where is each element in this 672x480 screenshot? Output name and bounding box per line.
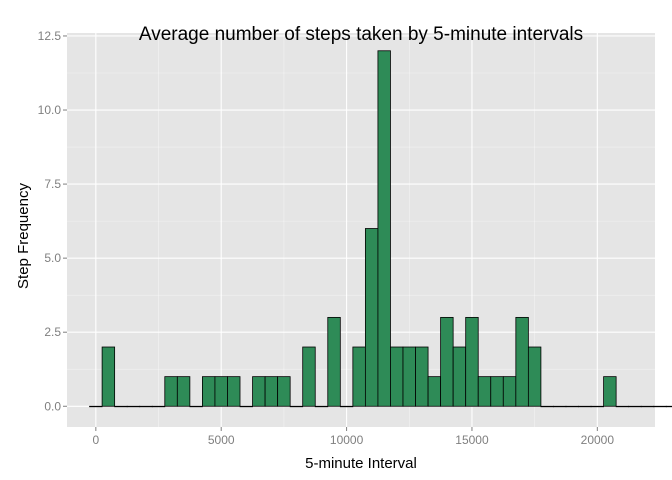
chart-title: Average number of steps taken by 5-minut…: [139, 24, 583, 45]
x-tick-label: 0: [92, 433, 99, 447]
histogram-bar: [176, 376, 191, 407]
y-tick-label: 7.5: [44, 177, 61, 191]
histogram-bar: [227, 376, 241, 407]
x-tick-label: 5000: [208, 433, 235, 447]
histogram-bar: [214, 376, 228, 407]
histogram-bar: [527, 346, 542, 407]
histogram-bar: [377, 50, 391, 407]
histogram-bar: [114, 405, 128, 408]
histogram-bar: [289, 405, 304, 408]
histogram-bar: [502, 376, 517, 407]
histogram-bar: [101, 346, 116, 407]
y-axis-ticks: [63, 35, 67, 407]
histogram-bar: [578, 405, 592, 408]
x-tick-label: 20000: [581, 433, 615, 447]
histogram-bar: [590, 405, 604, 408]
x-tick-label: 10000: [330, 433, 364, 447]
histogram-bar: [427, 376, 442, 407]
histogram-bar: [540, 405, 554, 408]
histogram-bar: [202, 376, 216, 407]
histogram-bar: [390, 346, 404, 407]
histogram-bar: [628, 405, 642, 408]
histogram-bar: [553, 405, 567, 408]
histogram-bar: [89, 405, 103, 408]
y-axis-tick-labels: 0.0 2.5 5.0 7.5 10.0 12.5: [38, 29, 62, 413]
y-axis-title: Step Frequency: [15, 183, 32, 289]
histogram-bar: [302, 346, 316, 407]
histogram-bar: [402, 346, 416, 407]
y-tick-label: 5.0: [44, 251, 61, 265]
histogram-bar: [665, 405, 672, 408]
histogram-bar: [264, 376, 279, 407]
histogram-bar: [139, 405, 153, 408]
histogram-bar: [126, 405, 141, 408]
histogram-bar: [490, 376, 504, 407]
histogram-bar: [603, 376, 617, 407]
histogram-bar: [151, 405, 166, 408]
histogram-bar: [452, 346, 467, 407]
x-axis-tick-labels: 0 5000 10000 15000 20000: [92, 433, 614, 447]
histogram-bar: [640, 405, 655, 408]
histogram-bar: [477, 376, 492, 407]
histogram-bar: [277, 376, 291, 407]
x-axis-title: 5-minute Interval: [305, 455, 417, 472]
histogram-bar: [615, 405, 630, 408]
y-tick-label: 0.0: [44, 399, 61, 413]
x-tick-label: 15000: [455, 433, 489, 447]
histogram-bar: [189, 405, 203, 408]
histogram-bar: [239, 405, 253, 408]
histogram-bar: [339, 405, 354, 408]
x-axis-ticks: [95, 427, 598, 431]
histogram-bar: [415, 346, 429, 407]
histogram-bars: [89, 50, 672, 408]
minor-gridlines: [67, 33, 655, 427]
histogram-bar: [314, 405, 329, 408]
histogram-bar: [327, 316, 341, 407]
histogram-bar: [364, 228, 379, 407]
histogram-bar: [352, 346, 366, 407]
histogram-bar: [515, 316, 529, 407]
histogram-bar: [440, 316, 454, 407]
y-tick-label: 12.5: [38, 29, 62, 43]
y-tick-label: 2.5: [44, 325, 61, 339]
histogram-bar: [653, 405, 667, 408]
histogram-bar: [565, 405, 579, 408]
histogram-bar: [164, 376, 178, 407]
histogram-bar: [465, 316, 479, 407]
y-tick-label: 10.0: [38, 103, 62, 117]
histogram-bar: [252, 376, 266, 407]
